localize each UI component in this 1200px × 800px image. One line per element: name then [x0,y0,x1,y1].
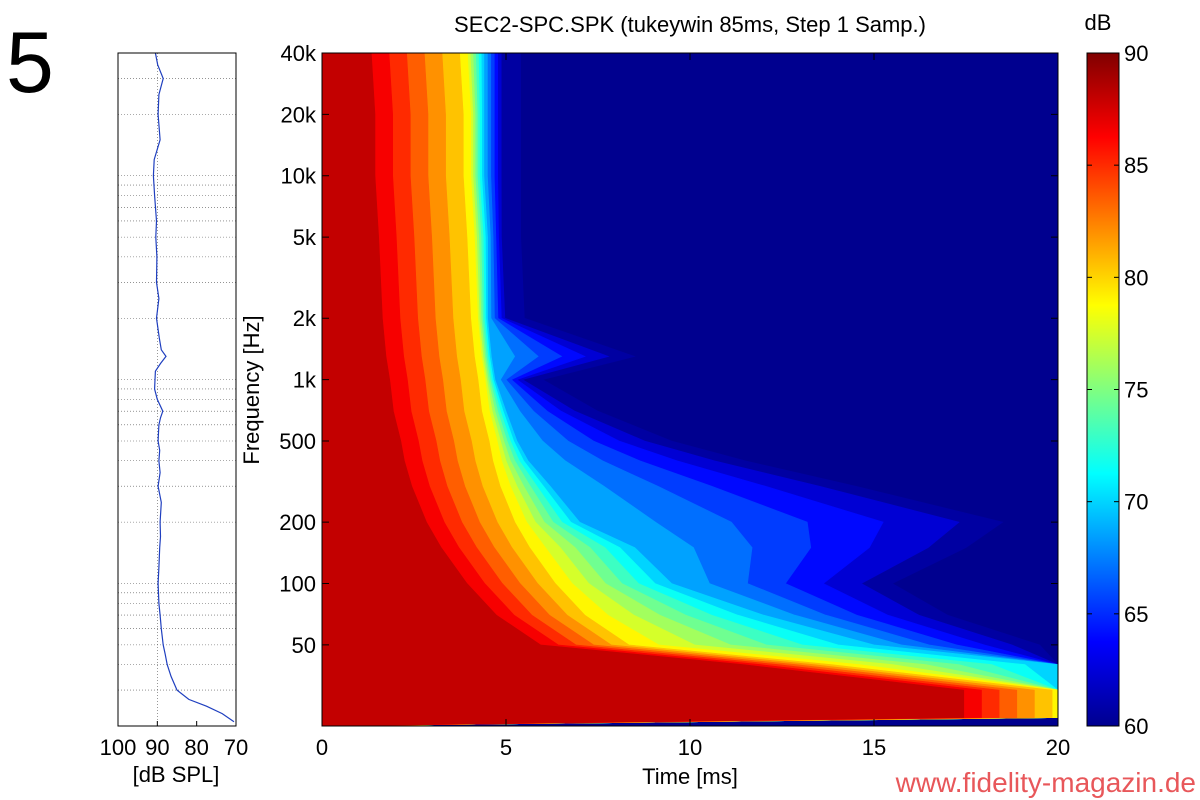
colorbar-label: dB [1085,10,1112,35]
colorbar-ticks: 60 65 70 75 80 85 90 [1087,41,1148,739]
colorbar-tick-label: 90 [1124,41,1148,66]
y-tick-label: 500 [279,429,316,454]
y-tick-label: 20k [281,102,317,127]
x-tick-label: 20 [1046,735,1070,760]
colorbar-tick-label: 60 [1124,714,1148,739]
y-tick-label: 10k [281,164,317,189]
colorbar-tick-label: 85 [1124,153,1148,178]
side-x-ticks: 100 90 80 70 [100,721,248,760]
side-x-tick-label: 100 [100,735,137,760]
spectrogram-panel: 0 5 10 15 20 50 100 200 500 1k 2k 5k 10k 20k 40k Time… [239,41,1070,789]
colorbar-gradient [1087,53,1119,726]
x-tick-label: 10 [678,735,702,760]
y-tick-label: 2k [293,306,317,331]
side-x-tick-label: 90 [145,735,169,760]
side-axes-frame [117,52,237,727]
watermark: www.fidelity-magazin.de [895,767,1196,798]
frequency-response-trace [152,52,235,723]
side-x-axis-label: [dB SPL] [133,762,220,787]
y-axis-label: Frequency [Hz] [239,315,264,464]
side-x-tick-label: 70 [224,735,248,760]
colorbar-tick-label: 65 [1124,602,1148,627]
frequency-response-panel: 100 90 80 70 [dB SPL] [100,52,248,787]
y-tick-label: 5k [293,225,317,250]
figure-number: 5 [6,15,54,111]
chart-title: SEC2-SPC.SPK (tukeywin 85ms, Step 1 Samp… [454,12,926,37]
main-y-ticks: 50 100 200 500 1k 2k 5k 10k 20k 40k [279,41,1058,658]
y-tick-label: 100 [279,571,316,596]
x-axis-label: Time [ms] [642,764,738,789]
y-tick-label: 50 [292,633,316,658]
x-tick-label: 0 [316,735,328,760]
colorbar-tick-label: 80 [1124,265,1148,290]
side-grid [118,52,236,727]
x-tick-label: 5 [500,735,512,760]
colorbar-tick-label: 70 [1124,490,1148,515]
contour-level [322,53,965,726]
main-x-ticks: 0 5 10 15 20 [316,53,1070,760]
colorbar-tick-label: 75 [1124,378,1148,403]
y-tick-label: 40k [281,41,317,66]
side-x-tick-label: 80 [184,735,208,760]
decay-contours [322,53,1058,726]
x-tick-label: 15 [862,735,886,760]
colorbar: 60 65 70 75 80 85 90 dB [1085,10,1149,739]
y-tick-label: 200 [279,510,316,535]
contour-level [322,53,1018,726]
y-tick-label: 1k [293,368,317,393]
